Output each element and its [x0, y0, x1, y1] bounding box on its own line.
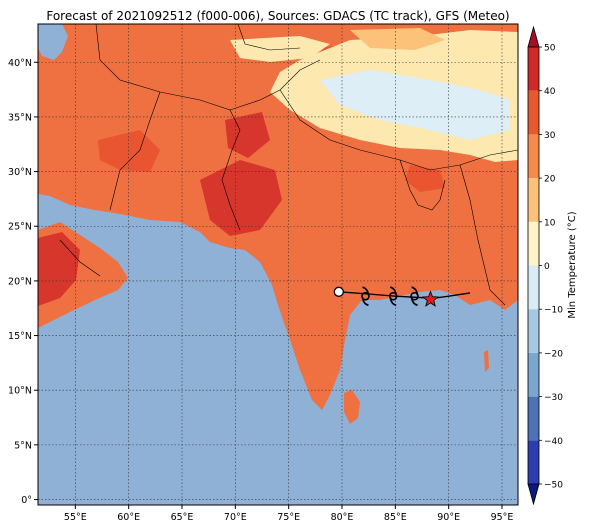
lon-tick-label: 70°E [224, 512, 247, 523]
land-andaman [484, 350, 489, 372]
lat-tick-label: 20°N [8, 276, 32, 287]
land-tibet-cold [320, 70, 510, 140]
lon-tick-label: 75°E [277, 512, 300, 523]
lat-tick-label: 40°N [8, 58, 32, 69]
tropical-storm-icon [410, 286, 419, 306]
gridlines [38, 24, 518, 505]
colorbar-segment [528, 309, 539, 353]
land-thar-hot [200, 160, 282, 236]
country-borders [59, 24, 518, 306]
star-icon [421, 290, 440, 307]
colorbar: 50 40 30 20 10 0 −10 −20 −30 −40 −50 [527, 25, 563, 506]
tc-track [333, 286, 471, 307]
lat-tick-label: 25°N [8, 222, 32, 233]
colorbar-tick-label: 10 [544, 218, 556, 228]
colorbar-tick-label: 0 [544, 262, 550, 272]
colorbar-segment [528, 178, 539, 222]
lon-tick-label: 85°E [384, 512, 407, 523]
land-tienshan-mild [350, 28, 445, 50]
colorbar-label: Min Temperature (°C) [567, 211, 578, 318]
lon-tick-label: 90°E [437, 512, 460, 523]
lon-tick-label: 60°E [117, 512, 140, 523]
map-frame [37, 23, 519, 506]
lat-tick-label: 30°N [8, 167, 32, 178]
caspian-sea [38, 24, 68, 60]
tropical-storm-icon [388, 286, 398, 306]
land-pakistan-hot [225, 112, 270, 158]
lon-tick-label: 80°E [331, 512, 354, 523]
persian-gulf [38, 196, 122, 220]
colorbar-tick-label: 30 [544, 131, 556, 141]
lon-tick-label: 65°E [171, 512, 194, 523]
colorbar-tick-label: −30 [544, 393, 563, 403]
colorbar-tick-label: −10 [544, 306, 563, 316]
colorbar-tick-label: −40 [544, 437, 563, 447]
colorbar-segment [528, 265, 539, 310]
lat-tick-label: 15°N [8, 331, 32, 342]
colorbar-extend-max [527, 25, 540, 48]
colorbar-tick-label: −50 [544, 481, 563, 491]
colorbar-segment [528, 221, 539, 266]
colorbar-segment [528, 396, 539, 441]
lon-tick-label: 95°E [491, 512, 514, 523]
tropical-storm-icon [361, 286, 370, 306]
figure-title: Forecast of 2021092512 (f000-006), Sourc… [46, 9, 509, 23]
land-srilanka [344, 390, 360, 424]
lat-tick-label: 10°N [8, 386, 32, 397]
colorbar-segment [528, 47, 539, 91]
colorbar-tick-label: −20 [544, 349, 563, 359]
colorbar-extend-min [527, 483, 540, 506]
land-iran-warm [98, 130, 160, 172]
colorbar-tick-label: 40 [544, 87, 556, 97]
lat-tick-label: 5°N [14, 440, 32, 451]
map-panel [38, 24, 518, 505]
colorbar-segment [528, 90, 539, 135]
colorbar-tick-label: 50 [544, 44, 556, 54]
colorbar-tick-label: 20 [544, 175, 556, 185]
colorbar-segment [528, 440, 539, 484]
lat-tick-label: 0° [21, 495, 32, 506]
lat-tick-label: 35°N [8, 112, 32, 123]
lon-tick-label: 55°E [64, 512, 87, 523]
latitude-labels: 40°N 35°N 30°N 25°N 20°N 15°N 10°N 5°N 0° [8, 58, 38, 506]
colorbar-segment [528, 134, 539, 179]
longitude-labels: 55°E 60°E 65°E 70°E 75°E 80°E 85°E 90°E 95°E [64, 505, 514, 523]
land-hindukush-cool [230, 36, 330, 62]
colorbar-segment [528, 352, 539, 397]
circle-icon [333, 286, 344, 297]
